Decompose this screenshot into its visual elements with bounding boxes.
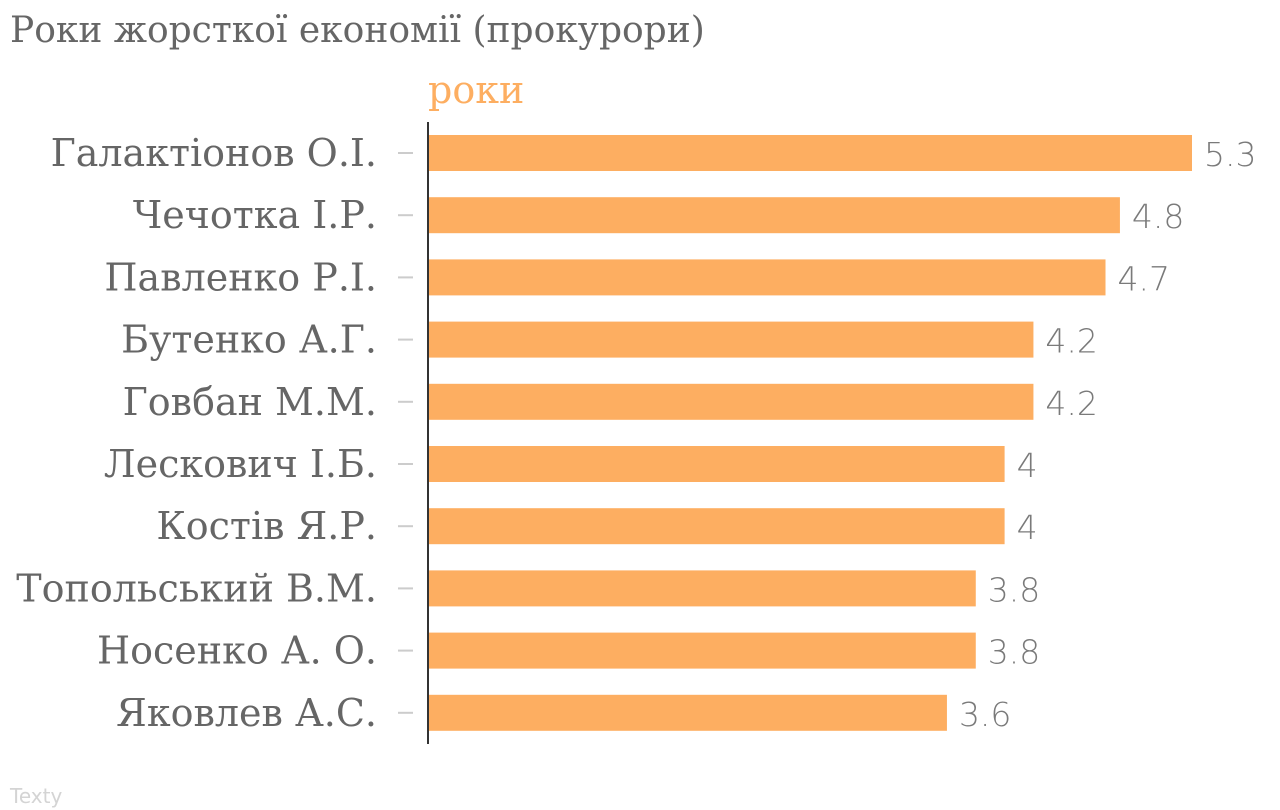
category-label: Носенко А. О. (97, 629, 377, 673)
value-label: 4.2 (1045, 384, 1097, 423)
category-label: Павленко Р.І. (104, 255, 377, 299)
category-label: Бутенко А.Г. (121, 318, 377, 362)
category-label: Яковлев А.С. (116, 691, 377, 735)
bar (429, 446, 1005, 482)
bar (429, 321, 1034, 358)
category-label: Топольський В.М. (16, 566, 377, 610)
bar (429, 508, 1005, 545)
bars (429, 135, 1192, 731)
value-label: 4.2 (1045, 322, 1097, 361)
value-label: 4 (1017, 446, 1038, 485)
value-label: 3.6 (959, 695, 1011, 734)
category-ticks (398, 152, 413, 714)
bar (429, 135, 1192, 171)
category-label: Говбан М.М. (123, 380, 377, 424)
bar (429, 632, 976, 669)
value-label: 5.3 (1204, 135, 1256, 174)
value-label: 4 (1017, 508, 1038, 547)
value-label: 3.8 (988, 633, 1040, 672)
category-label: Чечотка І.Р. (133, 193, 377, 237)
bar (429, 383, 1034, 420)
source-label: Texty (10, 784, 63, 808)
value-label: 4.7 (1118, 259, 1170, 298)
chart-title: Роки жорсткої економії (прокурори) (10, 10, 705, 51)
bar (429, 570, 976, 607)
bar (429, 694, 947, 731)
value-label: 4.8 (1132, 197, 1184, 236)
category-label: Лескович І.Б. (104, 442, 377, 486)
series-label: роки (428, 68, 525, 112)
value-label: 3.8 (988, 570, 1040, 609)
category-labels: Галактіонов О.І. Чечотка І.Р. Павленко Р.І… (16, 131, 377, 735)
category-label: Галактіонов О.І. (51, 131, 377, 175)
category-label: Костів Я.Р. (156, 504, 377, 548)
bar (429, 197, 1120, 234)
bar (429, 259, 1106, 296)
